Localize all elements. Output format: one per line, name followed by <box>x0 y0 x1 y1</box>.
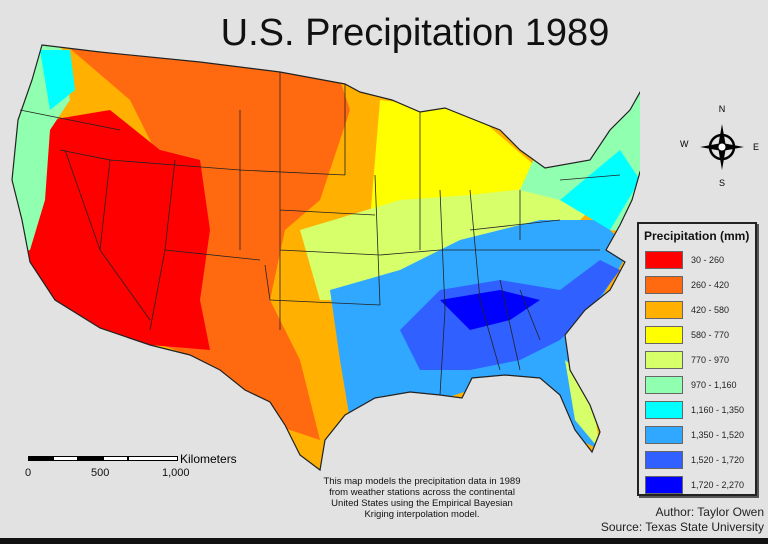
legend-swatch <box>645 475 683 494</box>
precipitation-map <box>11 44 640 472</box>
zone-1720-2270 <box>440 290 540 330</box>
legend-item: 30 - 260 <box>645 247 755 272</box>
scale-unit: Kilometers <box>180 452 237 466</box>
legend-item: 1,720 - 2,270 <box>645 472 755 497</box>
legend-item: 1,350 - 1,520 <box>645 422 755 447</box>
legend-swatch <box>645 425 683 444</box>
bottom-border <box>0 538 768 544</box>
legend-label: 970 - 1,160 <box>691 379 737 390</box>
scale-tick: 500 <box>91 467 110 479</box>
scale-seg <box>103 456 128 461</box>
legend-swatch <box>645 400 683 419</box>
scale-seg <box>78 456 103 461</box>
scale-tick: 0 <box>25 467 32 479</box>
map-note: This map models the precipitation data i… <box>323 476 521 520</box>
scale-seg <box>128 456 178 461</box>
legend-label: 770 - 970 <box>691 354 730 365</box>
legend-swatch <box>645 375 683 394</box>
legend-label: 260 - 420 <box>691 279 730 290</box>
scale-seg <box>28 456 53 461</box>
legend-item: 970 - 1,160 <box>645 372 755 397</box>
legend-item: 1,520 - 1,720 <box>645 447 755 472</box>
compass-n: N <box>719 104 726 114</box>
legend-swatch <box>645 250 683 269</box>
legend-swatch <box>645 275 683 294</box>
zone-1160-1350-west <box>40 50 75 110</box>
legend-label: 580 - 770 <box>691 329 730 340</box>
scale-tick: 1,000 <box>162 467 190 479</box>
legend-swatch <box>645 350 683 369</box>
legend-swatch <box>645 450 683 469</box>
compass-e: E <box>753 142 759 152</box>
map-title: U.S. Precipitation 1989 <box>220 12 610 54</box>
legend-label: 1,520 - 1,720 <box>691 454 745 465</box>
legend: Precipitation (mm) 30 - 260 260 - 420 420 … <box>637 222 757 496</box>
source: Source: Texas State University <box>600 520 764 534</box>
zone-770-970 <box>300 185 600 300</box>
legend-item: 420 - 580 <box>645 297 755 322</box>
legend-label: 1,720 - 2,270 <box>691 479 745 490</box>
state-borders <box>11 44 640 472</box>
zone-florida <box>565 360 600 450</box>
credits: Author: Taylor Owen Source: Texas State … <box>601 505 764 535</box>
zone-1160-1350-east <box>560 150 640 230</box>
compass-w-label: W <box>680 139 689 149</box>
legend-item: 260 - 420 <box>645 272 755 297</box>
legend-swatch <box>645 300 683 319</box>
legend-item: 580 - 770 <box>645 322 755 347</box>
legend-swatch <box>645 325 683 344</box>
zone-30-260 <box>20 110 210 350</box>
legend-label: 1,160 - 1,350 <box>691 404 745 415</box>
legend-title: Precipitation (mm) <box>644 229 750 243</box>
author: Author: Taylor Owen <box>655 505 765 519</box>
north-arrow: N S E <box>700 102 760 197</box>
compass-s: S <box>719 178 725 188</box>
compass-rose-icon: N S E <box>700 104 759 188</box>
legend-item: 770 - 970 <box>645 347 755 372</box>
legend-label: 1,350 - 1,520 <box>691 429 745 440</box>
legend-label: 30 - 260 <box>691 254 725 265</box>
legend-label: 420 - 580 <box>691 304 730 315</box>
legend-item: 1,160 - 1,350 <box>645 397 755 422</box>
scale-seg <box>53 456 78 461</box>
